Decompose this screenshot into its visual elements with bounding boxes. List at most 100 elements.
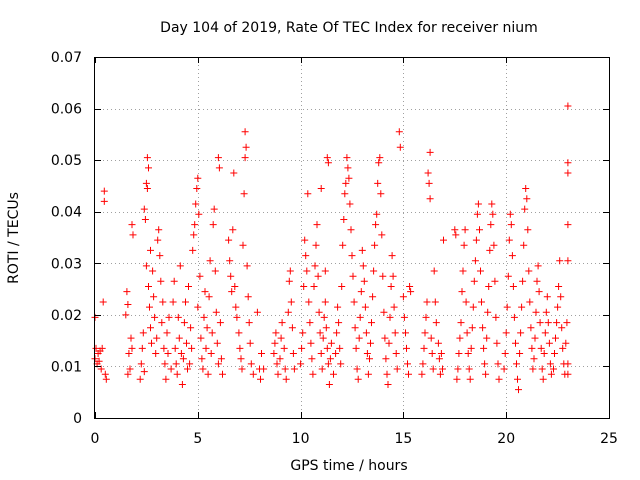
y-tick-label: 0.06	[51, 102, 82, 118]
data-point	[434, 339, 442, 347]
data-point	[288, 324, 296, 332]
data-point	[203, 324, 211, 332]
data-point	[126, 365, 134, 373]
x-tick-label: 0	[91, 431, 100, 447]
data-point	[281, 365, 289, 373]
data-point	[432, 319, 440, 327]
axis-ticks	[95, 57, 610, 419]
data-point	[436, 370, 444, 378]
data-point	[355, 334, 363, 342]
data-point	[139, 329, 147, 337]
data-point	[271, 339, 279, 347]
data-point	[461, 226, 469, 234]
data-point	[187, 324, 195, 332]
data-point	[138, 344, 146, 352]
data-point	[395, 128, 403, 136]
data-point	[376, 154, 384, 162]
data-point	[122, 311, 130, 319]
data-point	[564, 360, 572, 368]
data-point	[374, 179, 382, 187]
data-points	[91, 102, 572, 394]
data-point	[321, 298, 329, 306]
data-point	[465, 365, 473, 373]
data-point	[324, 360, 332, 368]
data-point	[562, 339, 570, 347]
data-point	[102, 375, 110, 383]
data-point	[437, 350, 445, 357]
data-point	[145, 164, 152, 172]
data-point	[305, 298, 313, 306]
data-point	[302, 252, 310, 260]
data-point	[525, 267, 533, 275]
data-point	[451, 226, 459, 234]
data-point	[145, 283, 152, 290]
data-point	[492, 313, 500, 321]
data-point	[165, 313, 173, 321]
data-point	[128, 221, 136, 229]
data-point	[435, 355, 443, 363]
data-point	[95, 357, 103, 365]
data-point	[341, 190, 349, 198]
data-point	[326, 355, 334, 363]
data-point	[185, 283, 192, 290]
data-point	[285, 277, 293, 285]
data-point	[352, 344, 360, 352]
data-point	[342, 179, 350, 187]
y-axis-label: ROTI / TECUs	[6, 192, 22, 284]
data-point	[564, 159, 572, 167]
data-point	[319, 334, 327, 342]
data-point	[378, 231, 386, 239]
y-tick-label: 0.02	[51, 308, 82, 324]
data-point	[240, 190, 248, 198]
data-point	[243, 262, 251, 270]
data-point	[407, 288, 415, 296]
data-point	[310, 283, 318, 290]
data-point	[470, 277, 478, 285]
data-point	[509, 283, 517, 290]
data-point	[299, 329, 307, 337]
data-point	[162, 375, 170, 383]
data-point	[531, 334, 539, 342]
data-point	[464, 350, 472, 357]
data-point	[217, 355, 225, 363]
data-point	[208, 329, 216, 337]
data-point	[309, 370, 317, 378]
data-point	[462, 298, 470, 306]
data-point	[158, 319, 166, 327]
data-point	[98, 344, 106, 352]
data-point	[425, 179, 433, 187]
data-point	[183, 339, 190, 347]
data-point	[559, 344, 567, 352]
data-point	[333, 329, 341, 337]
data-point	[336, 344, 344, 352]
data-point	[219, 370, 226, 378]
data-point	[322, 324, 330, 332]
data-point	[335, 319, 343, 327]
data-point	[357, 288, 365, 296]
data-point	[143, 154, 151, 162]
data-point	[245, 319, 253, 327]
data-point	[211, 267, 219, 275]
data-point	[225, 236, 233, 244]
data-point	[518, 303, 526, 311]
data-point	[172, 360, 180, 368]
data-point	[194, 174, 202, 182]
data-point	[375, 159, 383, 167]
data-point	[367, 339, 374, 347]
data-point	[469, 303, 477, 311]
data-point	[316, 329, 324, 337]
data-point	[127, 334, 135, 342]
x-tick-label: 15	[394, 431, 412, 447]
data-point	[530, 355, 538, 363]
data-point	[146, 303, 153, 311]
data-point	[420, 344, 428, 352]
data-point	[190, 231, 198, 239]
data-point	[196, 272, 204, 280]
data-point	[160, 344, 168, 352]
data-point	[551, 350, 558, 357]
data-point	[197, 334, 205, 342]
data-point	[556, 257, 564, 265]
data-point	[164, 350, 172, 357]
data-point	[430, 267, 438, 275]
data-point	[272, 329, 280, 337]
